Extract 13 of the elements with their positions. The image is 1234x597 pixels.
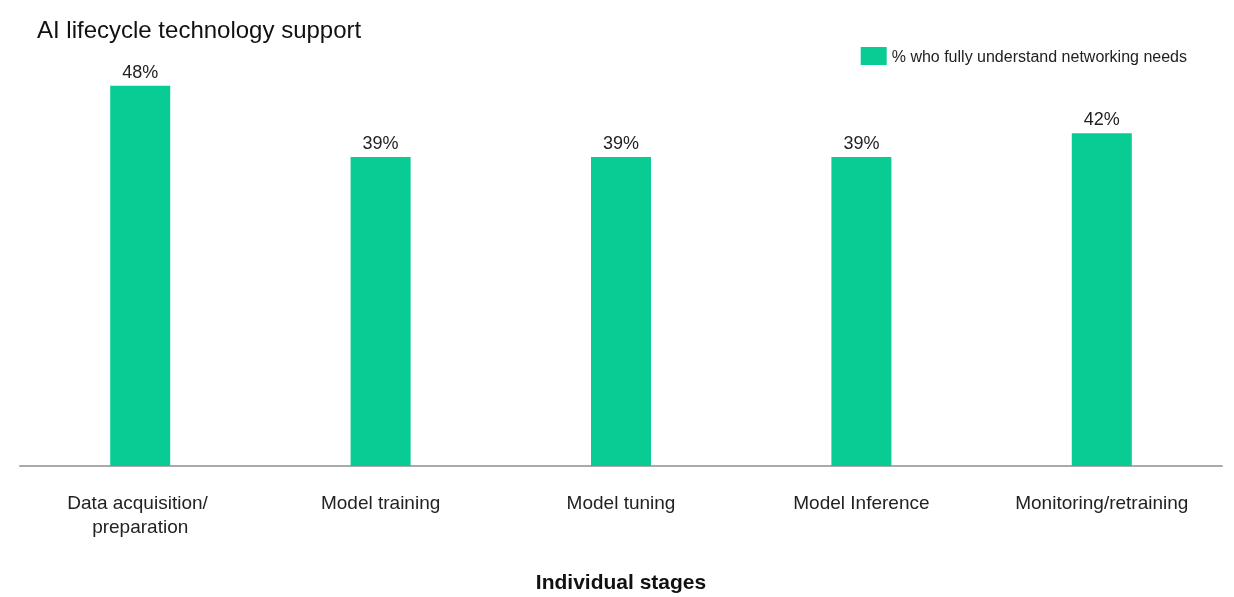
x-axis-title: Individual stages xyxy=(535,570,707,593)
x-tick-label: Model tuning xyxy=(566,491,676,513)
x-tick-label: Model training xyxy=(320,491,441,513)
x-tick-label: Model Inference xyxy=(793,491,930,513)
data-label: 39% xyxy=(602,133,640,154)
x-tick-label: Data acquisition/ preparation xyxy=(67,491,214,537)
x-tick-label: Monitoring/retraining xyxy=(1015,491,1189,513)
chart-title: AI lifecycle technology support xyxy=(37,15,362,43)
data-label: 39% xyxy=(362,133,399,154)
data-label: 48% xyxy=(122,61,159,82)
legend-label: % who fully understand networking needs xyxy=(891,47,1188,65)
data-label: 42% xyxy=(1083,109,1120,130)
data-label: 39% xyxy=(843,133,880,154)
